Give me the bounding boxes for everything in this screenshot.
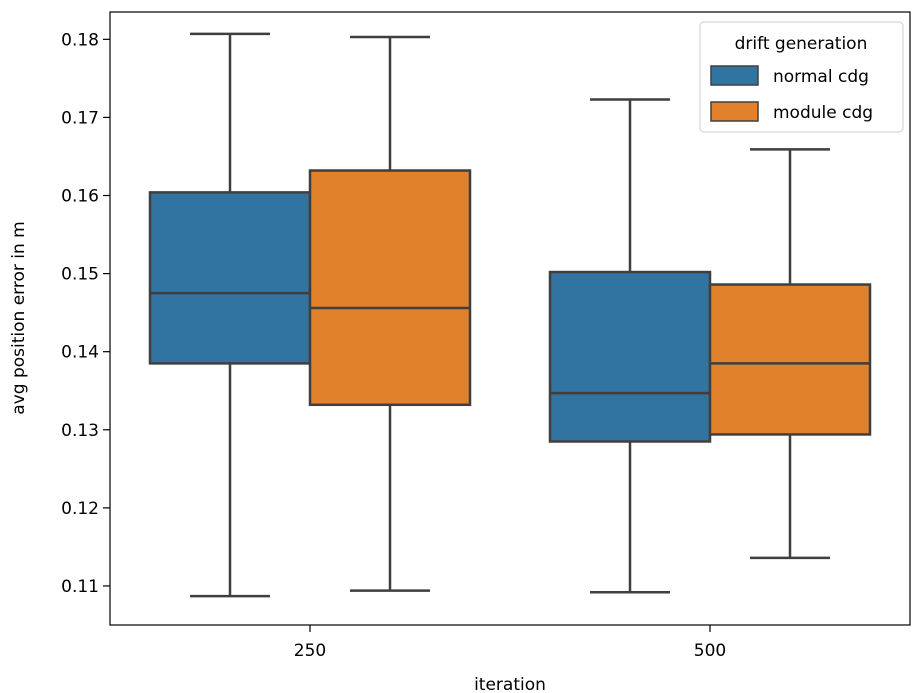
y-tick-label: 0.18	[61, 30, 99, 50]
box-module-cdg-500	[708, 148, 872, 560]
box-module-cdg-250	[308, 35, 472, 592]
y-axis-label: avg position error in m	[9, 221, 29, 414]
x-axis: 250 500	[294, 625, 726, 661]
box-iqr	[148, 191, 312, 365]
plot-frame	[109, 11, 911, 626]
box-iqr	[548, 270, 712, 443]
legend-swatch	[710, 65, 759, 86]
box-iqr	[308, 169, 472, 407]
legend-swatch	[710, 101, 759, 122]
x-axis-label: iteration	[474, 675, 546, 693]
box-normal-cdg-500	[548, 98, 712, 594]
legend-label: normal cdg	[773, 67, 869, 87]
y-tick-label: 0.12	[61, 499, 99, 519]
y-tick-label: 0.14	[61, 343, 99, 363]
legend: drift generation normal cdg module cdg	[699, 21, 904, 133]
boxes-layer	[148, 32, 872, 598]
y-tick-label: 0.13	[61, 421, 99, 441]
legend-title: drift generation	[735, 34, 868, 54]
y-tick-label: 0.17	[61, 108, 99, 128]
legend-label: module cdg	[773, 103, 873, 123]
box-normal-cdg-250	[148, 32, 312, 598]
y-axis: 0.11 0.12 0.13 0.14 0.15 0.16 0.17 0.18	[61, 30, 110, 597]
y-tick-label: 0.16	[61, 187, 99, 207]
box-iqr	[708, 283, 872, 436]
legend-entries: normal cdg module cdg	[710, 65, 873, 123]
y-tick-label: 0.11	[61, 577, 99, 597]
x-tick-label: 500	[694, 641, 726, 661]
y-tick-label: 0.15	[61, 265, 99, 285]
x-tick-label: 250	[294, 641, 326, 661]
